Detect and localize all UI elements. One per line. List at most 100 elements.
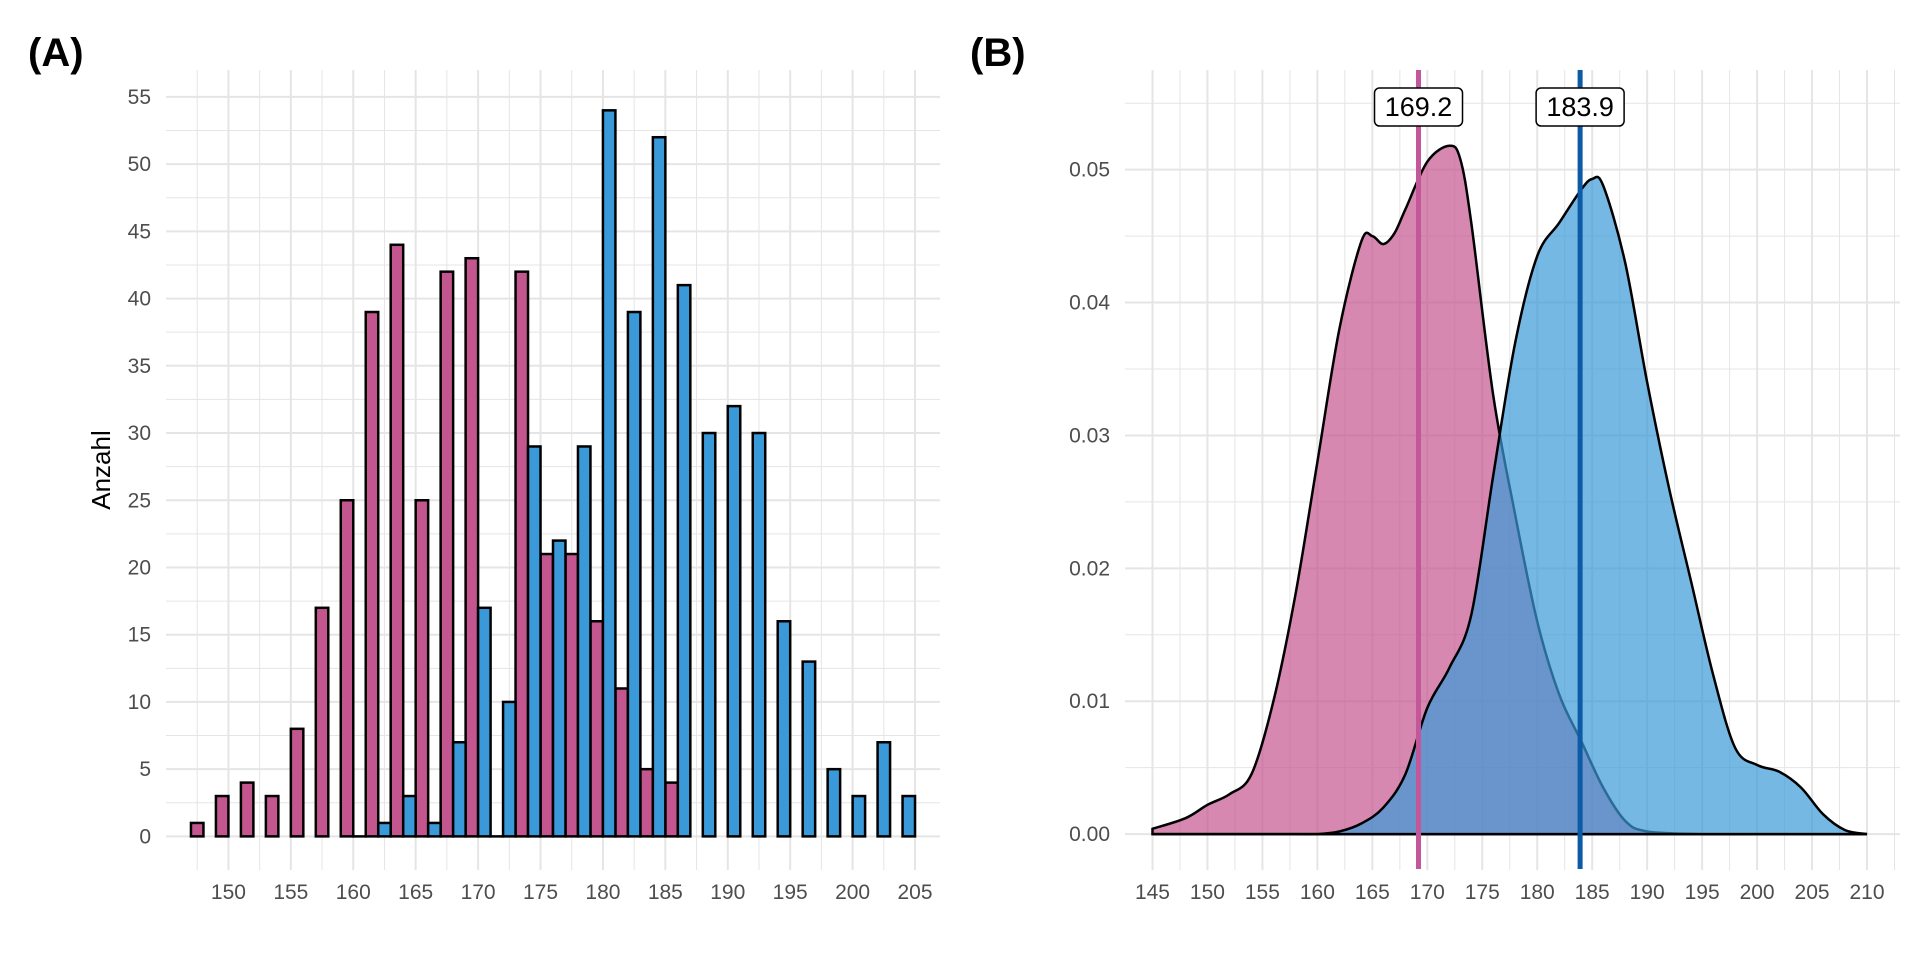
y-tick-label: 30 [128, 422, 151, 445]
x-tick-label: 160 [1300, 881, 1335, 904]
histogram-bar [414, 499, 430, 838]
x-tick-label: 210 [1849, 881, 1884, 904]
histogram-bar [289, 727, 305, 838]
histogram-bar [701, 431, 717, 838]
y-tick-label: 15 [128, 624, 151, 647]
mean-label-text: 183.9 [1546, 92, 1614, 122]
x-tick-label: 205 [1795, 881, 1830, 904]
x-tick-label: 200 [835, 881, 870, 904]
histogram-bar [189, 821, 205, 838]
x-tick-label: 150 [1190, 881, 1225, 904]
y-tick-label: 20 [128, 556, 151, 579]
histogram-y-axis-title: Anzahl [86, 430, 116, 510]
histogram-bar [876, 741, 892, 838]
histogram-bar [264, 794, 280, 838]
histogram-bar [601, 109, 617, 838]
density-panel: 169.2 183.9 145 150 155 160 165 170 175 180 185 19… [1069, 70, 1900, 904]
y-tick-label: 0.05 [1069, 159, 1110, 182]
x-tick-label: 185 [648, 881, 683, 904]
histogram-bar [476, 606, 492, 838]
histogram-bar [639, 767, 655, 838]
x-tick-label: 170 [461, 881, 496, 904]
histogram-bar [214, 794, 230, 838]
male-density-area [1152, 175, 1868, 836]
y-tick-label: 0 [139, 825, 151, 848]
y-tick-label: 0.02 [1069, 557, 1110, 580]
mean-label-box [1373, 87, 1464, 127]
histogram-bar [339, 499, 355, 838]
histogram-bar [901, 794, 917, 838]
x-tick-label: 150 [211, 881, 246, 904]
x-tick-label: 155 [273, 881, 308, 904]
histogram-bar [401, 794, 417, 838]
x-tick-label: 175 [523, 881, 558, 904]
y-tick-label: 45 [128, 220, 151, 243]
histogram-bar [514, 270, 530, 838]
x-tick-label: 165 [398, 881, 433, 904]
histogram-bar [314, 606, 330, 838]
y-tick-label: 0.04 [1069, 292, 1110, 315]
histogram-bar [676, 283, 692, 838]
y-tick-label: 5 [139, 758, 151, 781]
x-tick-label: 145 [1135, 881, 1170, 904]
y-tick-label: 50 [128, 153, 151, 176]
histogram-bar [501, 700, 517, 838]
x-tick-label: 205 [898, 881, 933, 904]
histogram-bar [826, 767, 842, 838]
histogram-bar [551, 539, 567, 838]
histogram-bar [801, 660, 817, 838]
female-bars [189, 243, 680, 838]
x-tick-label: 195 [773, 881, 808, 904]
histogram-bar [776, 620, 792, 838]
male-bars [352, 109, 917, 838]
histogram-bar [664, 781, 680, 838]
y-tick-label: 10 [128, 691, 151, 714]
histogram-bar [751, 431, 767, 838]
histogram-bar [851, 794, 867, 838]
histogram-bar [526, 445, 542, 838]
histogram-bar [389, 243, 405, 838]
x-tick-label: 155 [1245, 881, 1280, 904]
mean-labels: 169.2 183.9 [1373, 87, 1625, 127]
histogram-bar [726, 404, 742, 838]
histogram-bar [364, 310, 380, 838]
mean-label-text: 169.2 [1385, 92, 1453, 122]
density-x-tick-labels: 145 150 155 160 165 170 175 180 185 190 195 200 205 2… [1135, 881, 1885, 904]
histogram-y-tick-labels: 0 5 10 15 20 25 30 35 40 45 50 55 [128, 86, 151, 848]
histogram-bar [576, 445, 592, 838]
histogram-bar [614, 687, 630, 838]
x-tick-label: 190 [1630, 881, 1665, 904]
histogram-bar [464, 256, 480, 838]
histogram-bar [589, 620, 605, 838]
y-tick-label: 40 [128, 288, 151, 311]
y-tick-label: 0.00 [1069, 823, 1110, 846]
y-tick-label: 25 [128, 489, 151, 512]
x-tick-label: 180 [585, 881, 620, 904]
x-tick-label: 165 [1355, 881, 1390, 904]
mean-label-box [1535, 87, 1625, 127]
x-tick-label: 195 [1685, 881, 1720, 904]
histogram-bar [376, 821, 392, 838]
histogram-bar [239, 781, 255, 838]
x-tick-label: 190 [710, 881, 745, 904]
y-tick-label: 35 [128, 355, 151, 378]
x-tick-label: 160 [336, 881, 371, 904]
y-tick-label: 0.01 [1069, 690, 1110, 713]
histogram-bar [426, 821, 442, 838]
histogram-bar [626, 310, 642, 838]
panel-label-a: (A) [28, 31, 84, 75]
x-tick-label: 170 [1410, 881, 1445, 904]
y-tick-label: 0.03 [1069, 424, 1110, 447]
histogram-x-tick-labels: 150 155 160 165 170 175 180 185 190 195 200 205 [211, 881, 933, 904]
histogram-bar [651, 135, 667, 838]
x-tick-label: 185 [1575, 881, 1610, 904]
panel-label-b: (B) [970, 31, 1026, 75]
histogram-panel: 150 155 160 165 170 175 180 185 190 195 200 205 0 5 1… [86, 70, 940, 904]
x-tick-label: 175 [1465, 881, 1500, 904]
y-tick-label: 55 [128, 86, 151, 109]
x-tick-label: 180 [1520, 881, 1555, 904]
histogram-bar [539, 552, 555, 838]
density-y-tick-labels: 0.00 0.01 0.02 0.03 0.04 0.05 [1069, 159, 1110, 846]
histogram-bar [439, 270, 455, 838]
